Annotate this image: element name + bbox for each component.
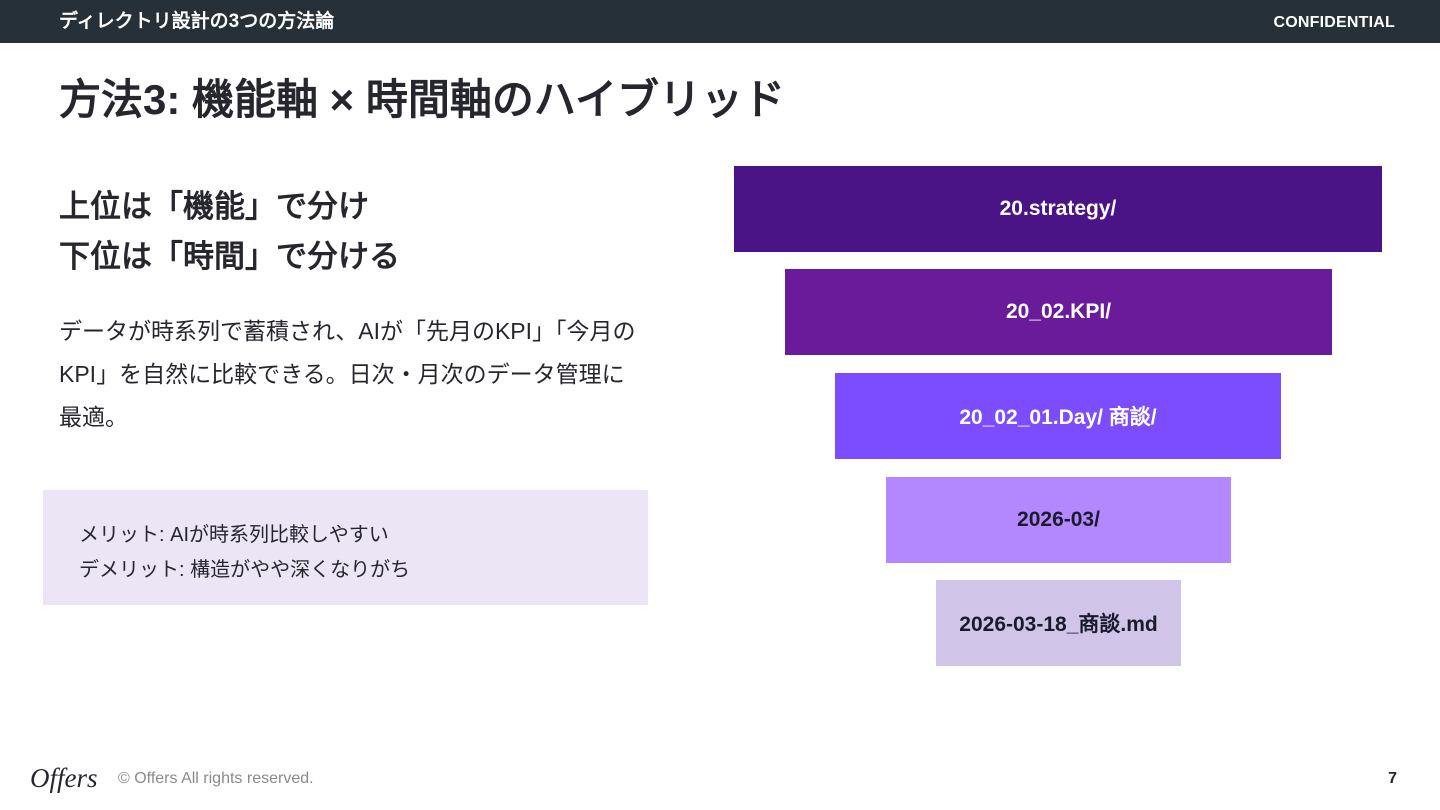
headline-line-2: 下位は「時間」で分ける [59,239,400,274]
hierarchy-level-4-label: 2026-03/ [1017,508,1100,531]
body-text: データが時系列で蓄積され、AIが「先月のKPI」「今月のKPI」を自然に比較でき… [59,318,636,430]
headline: 上位は「機能」で分け 下位は「時間」で分ける [59,182,400,282]
slide-title: 方法3: 機能軸 × 時間軸のハイブリッド [59,76,786,123]
top-bar: ディレクトリ設計の3つの方法論 CONFIDENTIAL [0,0,1440,43]
headline-line-1: 上位は「機能」で分け [59,189,369,224]
hierarchy-level-5-label: 2026-03-18_商談.md [959,613,1158,636]
hierarchy-level-2: 20_02.KPI/ [785,269,1332,355]
hierarchy-level-5: 2026-03-18_商談.md [936,580,1181,666]
hierarchy-level-3: 20_02_01.Day/ 商談/ [835,373,1281,459]
hierarchy-level-4: 2026-03/ [886,477,1231,563]
hierarchy-level-3-label: 20_02_01.Day/ 商談/ [959,406,1157,429]
merit-text: メリット: AIが時系列比較しやすい [79,524,389,546]
merit-demerit-box: メリット: AIが時系列比較しやすい デメリット: 構造がやや深くなりがち [43,490,648,605]
offers-logo: Offers [30,763,98,793]
copyright-text: © Offers All rights reserved. [118,770,314,787]
hierarchy-level-1: 20.strategy/ [734,166,1382,252]
page-number: 7 [1388,770,1397,787]
section-title: ディレクトリ設計の3つの方法論 [59,11,335,32]
confidential-label: CONFIDENTIAL [1273,14,1395,31]
hierarchy-level-1-label: 20.strategy/ [999,197,1117,220]
hierarchy-level-2-label: 20_02.KPI/ [1005,300,1112,323]
demerit-text: デメリット: 構造がやや深くなりがち [79,559,411,581]
